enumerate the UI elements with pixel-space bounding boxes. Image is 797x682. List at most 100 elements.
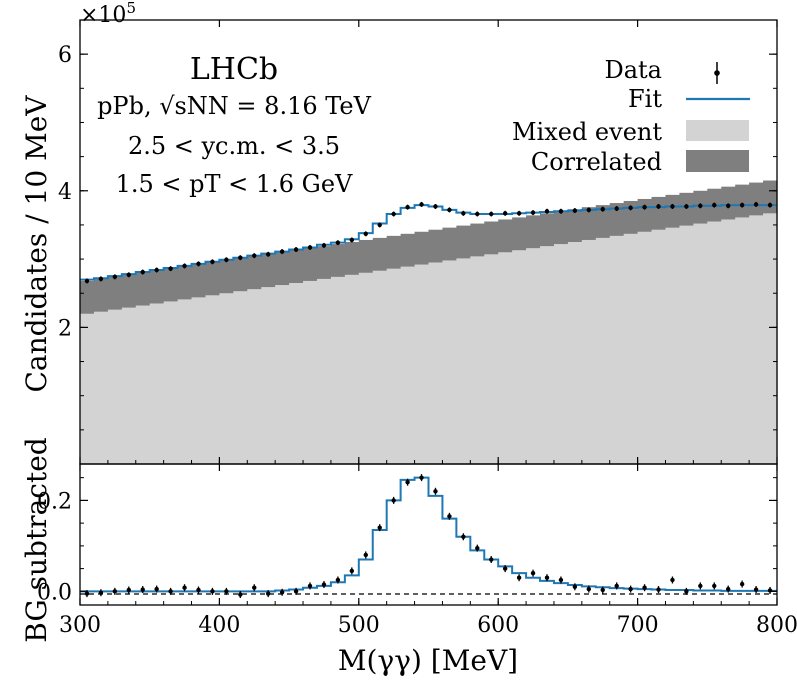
data-point [767,588,773,593]
mixed-event-bar [149,303,165,464]
data-point [293,589,299,594]
data-point [405,204,410,210]
annotation-pt: 1.5 < pT < 1.6 GeV [116,170,353,198]
mixed-event-bar [219,293,234,464]
mixed-event-bar [498,252,513,464]
data-point [712,583,717,589]
data-point [419,475,424,480]
mixed-event-bar [163,301,179,464]
data-point [558,577,564,583]
data-point [475,211,480,217]
fit-line [80,204,777,281]
data-point [502,566,508,571]
data-point [279,590,285,595]
mixed-event-bar [470,256,485,464]
data-point [224,589,229,594]
data-point [182,263,187,269]
top-y-axis-label: Candidates / 10 MeV [20,95,53,393]
data-point [224,257,229,262]
legend-label-fit: Fit [628,85,662,113]
data-point [335,240,341,245]
mixed-event-bar [693,223,708,464]
mixed-event-bar [121,307,137,464]
data-point [168,266,173,271]
mixed-event-bar [107,309,123,464]
mixed-event-bar [526,248,541,464]
data-point [642,585,647,590]
mixed-event-bar [456,258,471,464]
mixed-event-bar [581,239,597,464]
data-point [433,489,438,494]
data-point [656,587,661,592]
data-point [684,589,689,594]
y-tick-label: 6 [58,43,72,68]
data-point [419,202,424,207]
data-point [670,204,675,209]
mixed-event-bar [595,237,611,464]
data-point [670,577,675,583]
data-point [126,272,131,277]
data-point [767,202,773,208]
mixed-event-bar [442,260,457,464]
data-point [363,552,368,558]
data-point [391,498,396,503]
annotation-energy: pPb, √sNN = 8.16 TeV [97,92,372,120]
data-point [656,204,661,209]
mixed-event-bar [400,266,416,464]
bottom-panel-fit [80,476,777,593]
mixed-event-bar [651,229,667,464]
data-point [516,575,522,580]
y-tick-label: 2 [58,316,72,341]
mixed-event-bar [330,276,346,464]
data-point [530,210,536,215]
mixed-event-bar [372,270,388,464]
data-point [558,209,564,214]
data-point [377,222,382,228]
bottom-panel-data-points [84,474,773,599]
x-tick-label: 800 [756,613,797,638]
data-point [140,269,145,275]
data-point [335,577,341,583]
x-tick-label: 700 [617,613,659,638]
legend-label-data: Data [604,56,662,84]
data-point [182,585,187,590]
data-point [489,557,494,562]
mixed-event-bar [721,219,736,464]
data-point [293,247,299,252]
data-point [600,587,605,593]
mixed-event-bar [233,291,248,464]
mixed-event-bar [749,215,764,464]
data-point [405,479,410,485]
data-point [586,586,592,592]
data-point [154,267,159,273]
data-point [168,589,173,594]
data-point [726,203,731,208]
mixed-event-bar [261,287,276,464]
bottom-y-axis-label: BG subtracted [20,437,53,643]
mixed-event-bar [316,278,332,464]
legend-marker-correlated [686,150,749,172]
data-point [210,259,215,265]
top-panel-histograms [80,180,778,465]
annotation-experiment: LHCb [190,52,278,87]
y-tick-label: 0.2 [37,489,72,514]
mixed-event-bar [303,280,318,464]
data-point [126,587,131,593]
data-point [572,584,578,590]
mixed-event-bar [707,221,722,464]
mixed-event-bar [609,235,625,464]
data-point [391,211,396,217]
data-point [739,202,745,208]
data-point [196,261,201,267]
data-point [447,514,452,519]
data-point [739,581,745,587]
data-point [447,207,452,213]
data-point [698,203,703,208]
x-tick-label: 300 [59,613,101,638]
data-point [628,586,633,592]
mixed-event-bar [540,246,555,464]
data-point [614,206,619,211]
top-panel-fit [80,204,777,281]
annotation-rapidity: 2.5 < yc.m. < 3.5 [128,132,340,160]
data-point [196,587,201,593]
